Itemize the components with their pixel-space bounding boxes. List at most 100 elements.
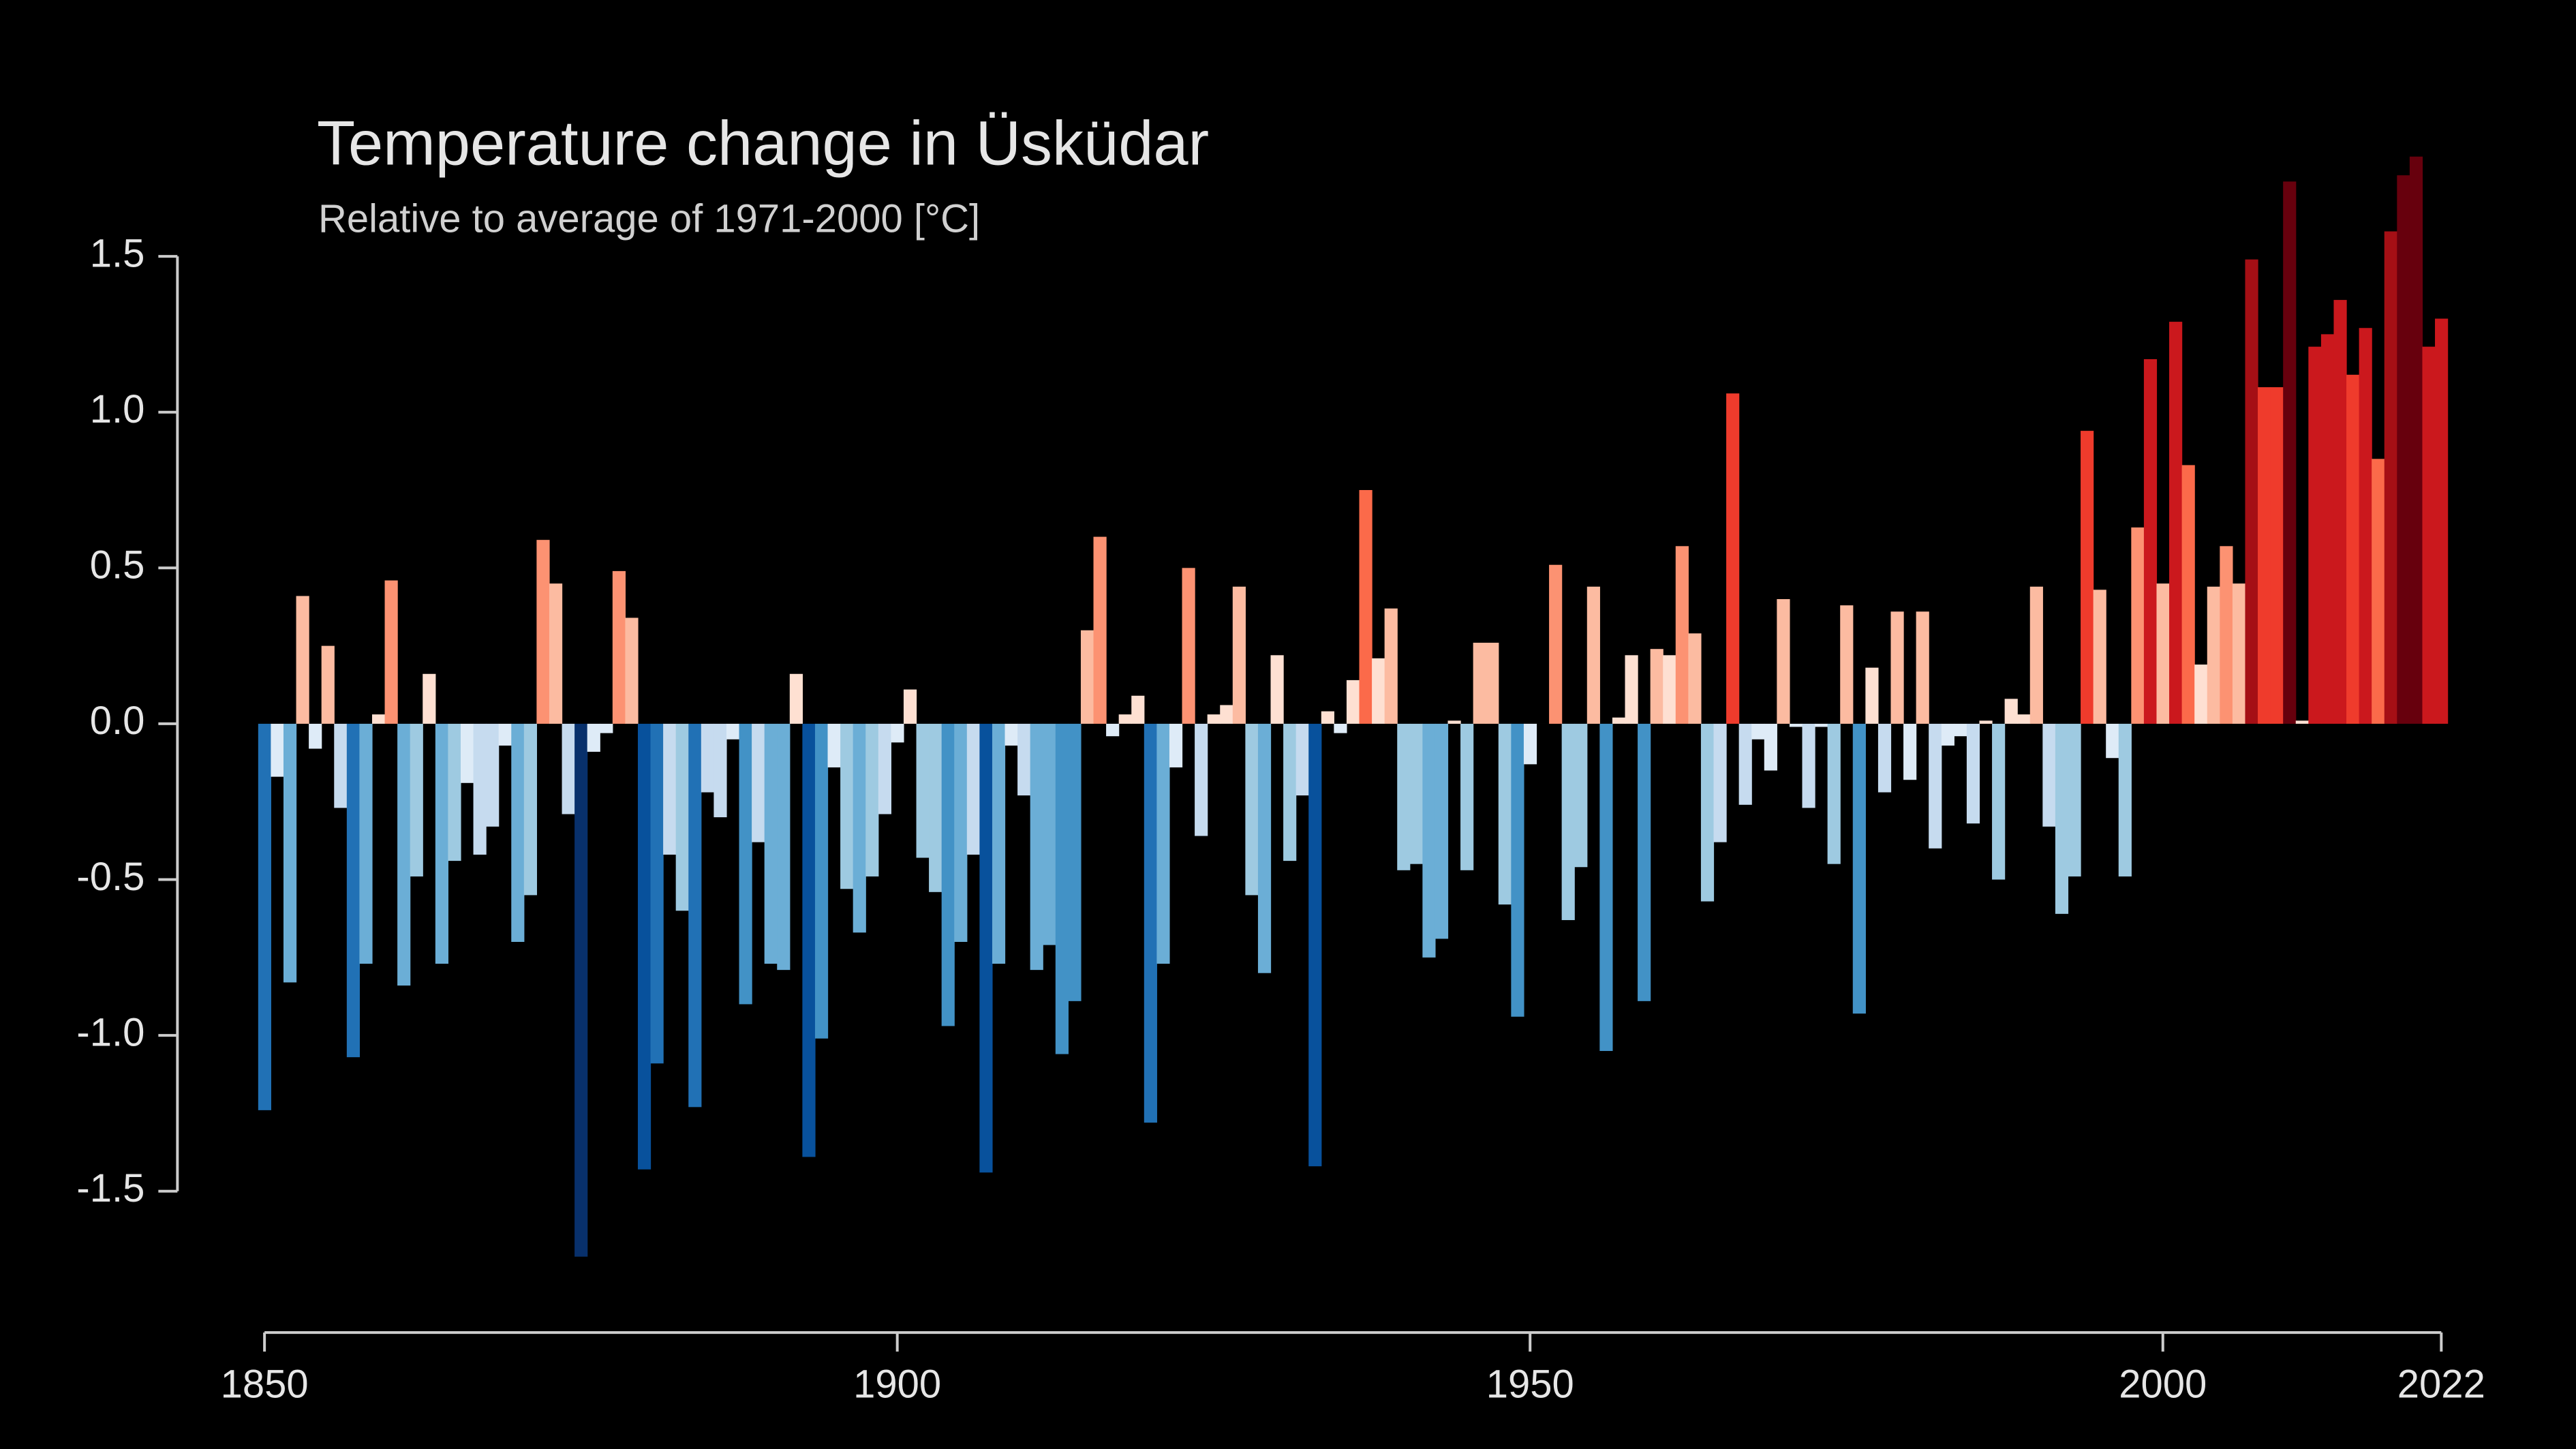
bar [1638,723,1651,1001]
bar [1941,723,1954,746]
bar [1232,586,1246,724]
bar [637,723,651,1170]
y-tick-label: -1.0 [76,1010,144,1054]
bar [2346,374,2360,724]
bar [701,723,714,793]
bar [1713,723,1727,842]
bar [1700,723,1715,902]
bar [1346,680,1360,724]
bar [574,723,588,1257]
bar [1675,546,1689,724]
bar [2220,546,2233,724]
bar [359,723,373,964]
bar [878,723,891,814]
bar [1738,723,1752,805]
bar [600,723,613,733]
bar [460,723,474,783]
bar [1802,723,1815,808]
bar [865,723,879,876]
bar [1409,723,1423,864]
y-tick-label: 0.0 [90,699,145,743]
bar [1017,723,1031,796]
bar [1068,723,1082,1001]
bar [2245,259,2258,724]
bar [1207,714,1221,724]
bar [1447,720,1461,724]
bar [650,723,664,1064]
bar [1308,723,1322,1167]
bar [1751,723,1765,739]
bar [296,596,309,724]
y-tick-label: 1.0 [90,387,145,431]
bar [1663,655,1676,724]
chart-title: Temperature change in Üsküdar [317,108,1209,178]
bar [1486,643,1499,724]
bar [2017,714,2031,724]
bar [840,723,854,889]
bar [1384,608,1398,724]
y-tick-label: 0.5 [90,543,145,588]
x-tick-label: 1950 [1486,1362,1574,1406]
bar [2409,156,2423,724]
bar [1877,723,1892,793]
bar [2295,720,2309,724]
bar [448,723,461,861]
bar [714,723,727,818]
bar [549,583,563,724]
bar [1549,564,1563,724]
bar [1106,723,1120,737]
bar [397,723,411,986]
bar [2283,181,2297,724]
bar [1815,723,1828,727]
x-tick-label: 2022 [2397,1362,2485,1406]
bar [1789,723,1803,727]
bar [346,723,361,1058]
bar [2081,431,2094,724]
bar [2384,231,2397,724]
y-tick-label: -0.5 [76,855,144,899]
bar [1777,599,1790,724]
bar [1435,723,1449,939]
bar [1992,723,2006,880]
bar [1865,667,1879,724]
bar [663,723,677,855]
bar [2055,723,2069,914]
bar [1257,723,1272,973]
bar [1523,723,1537,765]
bar [1966,723,1980,824]
y-tick-label: 1.5 [90,231,145,275]
bar [2118,723,2132,876]
bar [1372,658,1385,724]
bar [1195,723,1208,836]
bar [2397,175,2410,724]
bar [1650,649,1663,724]
bar [1586,586,1600,724]
bar [309,723,322,749]
bar [2169,322,2183,724]
bar [814,723,829,1039]
bar [612,570,626,724]
bar [941,723,955,1026]
bar [1929,723,1942,849]
bar [2029,586,2043,724]
bar [2333,300,2347,724]
bar [1726,393,1740,724]
bar [726,723,740,739]
bar [2359,328,2372,724]
bar [853,723,866,933]
bar [1764,723,1777,771]
bar [2270,387,2284,724]
bar [1220,705,1233,724]
x-tick-label: 1850 [221,1362,309,1406]
bar [473,723,487,855]
bar [1055,723,1069,1054]
bar [1093,536,1107,724]
bar [1030,723,1043,971]
bar [2207,586,2220,724]
bar [1688,633,1702,724]
bar [1144,723,1157,1123]
bar [1334,723,1347,733]
bar [384,580,398,724]
bar [271,723,284,777]
